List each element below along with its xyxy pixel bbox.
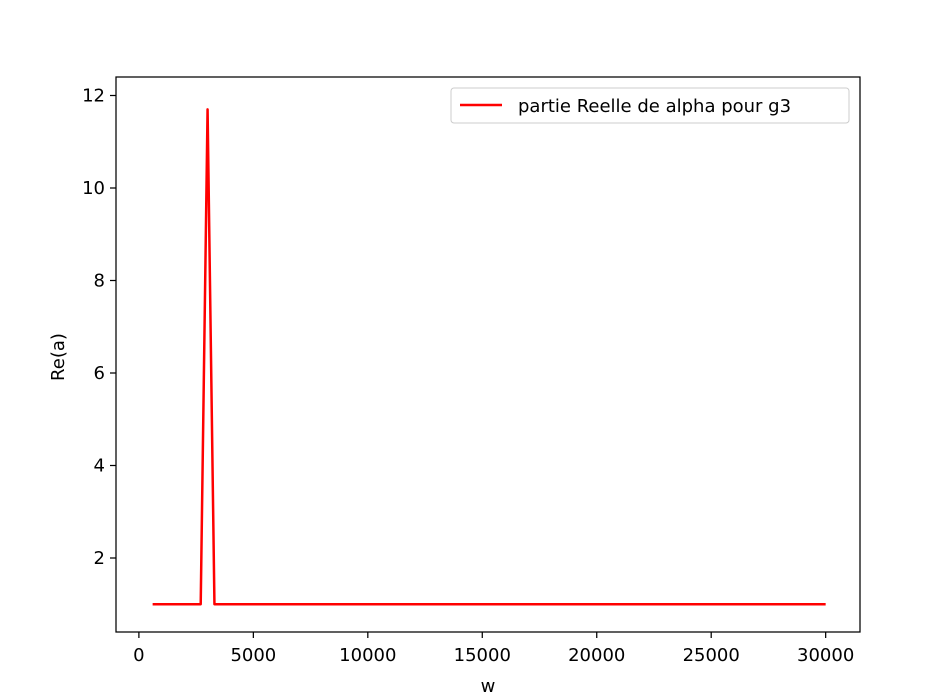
x-axis-label: w — [481, 676, 496, 697]
series-layer — [152, 108, 826, 606]
series-line — [152, 108, 826, 606]
x-tick-label: 15000 — [454, 645, 511, 666]
x-tick-label: 20000 — [568, 645, 625, 666]
plot-area — [116, 77, 860, 632]
y-tick-label: 12 — [82, 86, 105, 107]
legend-frame — [450, 87, 850, 124]
x-tick-label: 5000 — [230, 645, 276, 666]
x-tick-label: 10000 — [339, 645, 396, 666]
legend-label: partie Reelle de alpha pour g3 — [518, 96, 791, 117]
x-tick-label: 30000 — [797, 645, 854, 666]
x-tick-label: 25000 — [683, 645, 740, 666]
plot-frame — [115, 76, 861, 633]
x-axis-ticks: 0 5000 10000 15000 20000 25000 30000 — [133, 632, 854, 666]
x-tick-label: 0 — [133, 645, 144, 666]
legend: partie Reelle de alpha pour g3 — [450, 87, 850, 124]
y-tick-label: 8 — [94, 271, 105, 292]
y-tick-label: 2 — [94, 548, 105, 569]
y-tick-label: 10 — [82, 178, 105, 199]
y-axis-ticks: 2 4 6 8 10 12 — [82, 86, 116, 569]
y-tick-label: 6 — [94, 363, 105, 384]
y-tick-label: 4 — [94, 456, 105, 477]
y-axis-label: Re(a) — [48, 333, 69, 381]
